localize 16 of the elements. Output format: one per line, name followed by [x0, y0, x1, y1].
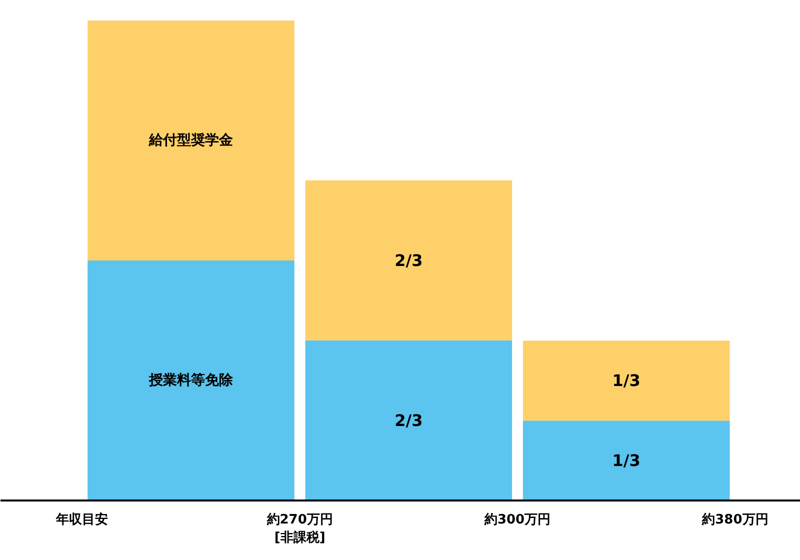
text: 約300万円: [483, 512, 551, 528]
text: 約270万円 [非課税]: [266, 512, 333, 546]
bar: [305, 180, 512, 340]
series-label: 給付型奨学金: [148, 132, 234, 148]
bar: [305, 340, 512, 500]
series-label: 授業料等免除: [148, 372, 234, 388]
data-label: 2/3: [394, 410, 423, 430]
bar: [88, 260, 294, 500]
data-label: 1/3: [612, 451, 640, 470]
data-label: 1/3: [612, 371, 640, 390]
bar: [88, 20, 294, 260]
text: 約380万円: [701, 512, 768, 528]
bar: [522, 340, 730, 421]
data-label: 2/3: [394, 250, 423, 270]
text: 年収目安: [55, 512, 108, 528]
bar: [522, 420, 730, 500]
